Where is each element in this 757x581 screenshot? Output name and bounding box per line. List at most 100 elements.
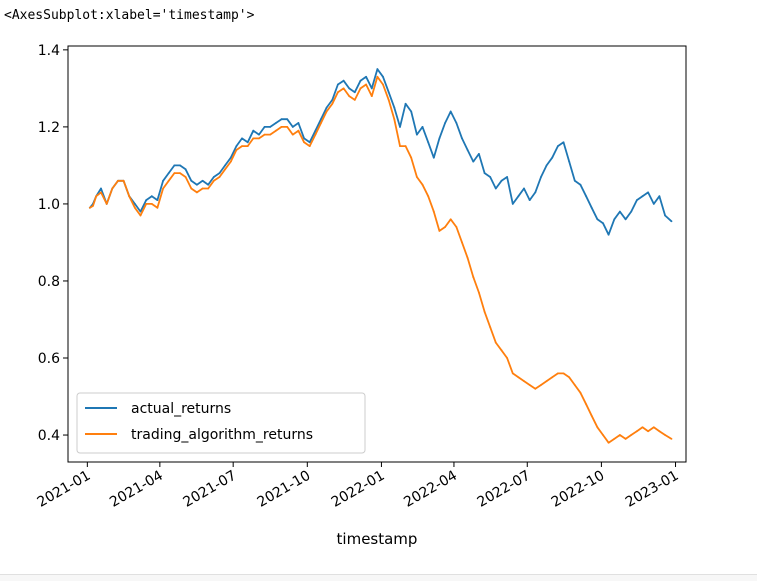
data-point-trading-algorithm-returns xyxy=(579,391,582,394)
data-point-actual-returns xyxy=(246,141,249,144)
data-point-actual-returns xyxy=(652,203,655,205)
data-point-trading-algorithm-returns xyxy=(658,430,661,433)
y-tick-label: 0.6 xyxy=(38,351,60,367)
data-point-trading-algorithm-returns xyxy=(117,179,119,182)
data-point-actual-returns xyxy=(421,126,424,128)
data-point-trading-algorithm-returns xyxy=(241,145,243,148)
data-point-trading-algorithm-returns xyxy=(145,203,148,205)
data-point-actual-returns xyxy=(387,91,390,94)
data-point-actual-returns xyxy=(286,118,289,121)
plot-frame xyxy=(67,45,687,463)
data-point-trading-algorithm-returns xyxy=(393,118,396,121)
data-point-trading-algorithm-returns xyxy=(619,434,621,436)
data-point-trading-algorithm-returns xyxy=(562,372,565,375)
data-point-actual-returns xyxy=(438,137,441,140)
data-point-trading-algorithm-returns xyxy=(427,195,430,198)
data-point-actual-returns xyxy=(134,203,136,205)
series-lines xyxy=(88,68,673,444)
data-point-trading-algorithm-returns xyxy=(636,430,638,433)
data-point-trading-algorithm-returns xyxy=(534,387,537,390)
data-point-actual-returns xyxy=(602,222,604,225)
data-point-actual-returns xyxy=(562,141,565,144)
data-point-actual-returns xyxy=(624,218,627,221)
next-cell-edge xyxy=(0,574,757,581)
data-point-trading-algorithm-returns xyxy=(387,99,390,101)
data-point-actual-returns xyxy=(224,164,227,167)
data-point-actual-returns xyxy=(190,179,193,182)
data-point-actual-returns xyxy=(331,99,334,101)
data-point-actual-returns xyxy=(494,187,497,190)
data-point-trading-algorithm-returns xyxy=(664,434,666,436)
data-point-actual-returns xyxy=(641,195,644,198)
data-point-trading-algorithm-returns xyxy=(438,230,441,232)
data-point-trading-algorithm-returns xyxy=(173,172,176,175)
data-point-actual-returns xyxy=(607,233,610,236)
data-point-actual-returns xyxy=(636,199,638,202)
data-point-actual-returns xyxy=(506,176,508,178)
data-point-actual-returns xyxy=(212,176,215,178)
series-trading-algorithm-returns xyxy=(88,75,673,444)
data-point-trading-algorithm-returns xyxy=(105,203,108,205)
data-point-trading-algorithm-returns xyxy=(353,99,356,101)
legend-label-actual-returns: actual_returns xyxy=(131,401,231,417)
data-point-trading-algorithm-returns xyxy=(190,187,193,190)
output-repr-text: <AxesSubplot:xlabel='timestamp'> xyxy=(4,8,255,23)
data-point-actual-returns xyxy=(303,137,305,140)
data-point-actual-returns xyxy=(150,195,153,198)
data-point-actual-returns xyxy=(229,156,232,159)
data-point-trading-algorithm-returns xyxy=(461,241,463,244)
data-point-actual-returns xyxy=(196,183,198,186)
data-point-actual-returns xyxy=(337,83,339,86)
data-point-actual-returns xyxy=(297,122,300,124)
data-point-trading-algorithm-returns xyxy=(275,129,277,132)
data-point-trading-algorithm-returns xyxy=(382,83,384,86)
data-point-actual-returns xyxy=(173,164,176,167)
data-point-actual-returns xyxy=(201,179,204,182)
data-point-actual-returns xyxy=(404,102,407,105)
data-point-trading-algorithm-returns xyxy=(229,160,232,163)
data-point-trading-algorithm-returns xyxy=(212,179,215,182)
data-point-actual-returns xyxy=(179,164,181,167)
data-point-actual-returns xyxy=(489,176,492,178)
legend: actual_returns trading_algorithm_returns xyxy=(76,392,366,454)
data-point-actual-returns xyxy=(348,87,351,90)
data-point-trading-algorithm-returns xyxy=(331,102,334,105)
x-tick-label: 2021-10 xyxy=(255,468,314,511)
data-point-actual-returns xyxy=(218,172,221,175)
data-point-trading-algorithm-returns xyxy=(517,376,520,379)
data-point-trading-algorithm-returns xyxy=(613,438,616,440)
data-point-actual-returns xyxy=(291,126,294,128)
data-point-trading-algorithm-returns xyxy=(286,126,289,128)
legend-box xyxy=(76,392,366,454)
data-point-actual-returns xyxy=(444,122,446,124)
data-point-trading-algorithm-returns xyxy=(506,357,508,359)
data-point-trading-algorithm-returns xyxy=(365,83,367,86)
data-point-trading-algorithm-returns xyxy=(134,206,136,209)
data-point-actual-returns xyxy=(359,79,362,82)
y-tick-label: 0.8 xyxy=(38,274,60,290)
data-point-trading-algorithm-returns xyxy=(500,349,503,352)
data-point-actual-returns xyxy=(455,122,458,124)
data-point-actual-returns xyxy=(551,156,554,159)
data-point-actual-returns xyxy=(410,110,413,113)
data-point-trading-algorithm-returns xyxy=(670,438,673,440)
data-point-actual-returns xyxy=(258,133,260,136)
data-point-trading-algorithm-returns xyxy=(404,145,407,148)
data-point-trading-algorithm-returns xyxy=(545,380,548,382)
data-point-trading-algorithm-returns xyxy=(252,137,255,140)
data-point-actual-returns xyxy=(511,203,514,205)
data-point-trading-algorithm-returns xyxy=(585,403,587,406)
x-tick-label: 2021-01 xyxy=(35,468,94,511)
data-point-actual-returns xyxy=(399,126,401,128)
data-point-actual-returns xyxy=(619,210,621,213)
data-point-trading-algorithm-returns xyxy=(263,133,266,136)
data-point-actual-returns xyxy=(579,183,582,186)
data-point-actual-returns xyxy=(630,210,633,213)
data-point-trading-algorithm-returns xyxy=(280,126,283,128)
data-point-trading-algorithm-returns xyxy=(540,384,542,386)
x-axis: 2021-01 2021-04 2021-07 2021-10 2022-01 2022-… xyxy=(35,462,682,511)
data-point-actual-returns xyxy=(517,195,520,198)
data-point-trading-algorithm-returns xyxy=(150,203,153,205)
data-point-actual-returns xyxy=(483,172,486,175)
data-point-actual-returns xyxy=(167,172,170,175)
